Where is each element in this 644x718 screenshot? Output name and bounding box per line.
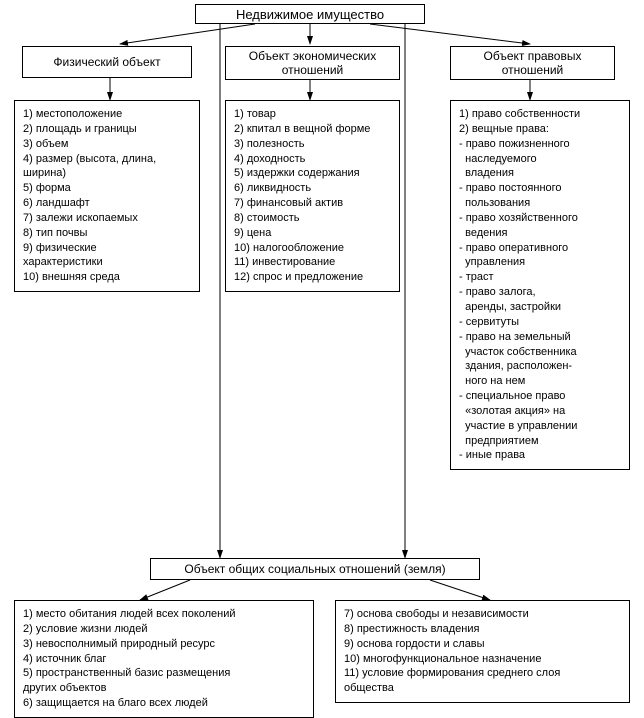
- list-item: 6) защищается на благо всех людей: [23, 696, 305, 711]
- list-economic: 1) товар2) кпитал в вещной форме3) полез…: [225, 100, 400, 292]
- list-item: - специальное право «золотая акция» на у…: [459, 389, 621, 448]
- header-legal: Объект правовых отношений: [450, 46, 615, 80]
- list-item: 8) стоимость: [234, 211, 391, 226]
- list-item: 10) внешняя среда: [23, 270, 191, 285]
- list-item: 1) право собственности: [459, 107, 621, 122]
- list-item: 11) условие формирования среднего слоя о…: [344, 666, 621, 696]
- list-item: 11) инвестирование: [234, 255, 391, 270]
- list-item: 10) многофункциональное назначение: [344, 652, 621, 667]
- root-box: Недвижимое имущество: [195, 4, 425, 24]
- list-item: - траст: [459, 270, 621, 285]
- list-item: 1) товар: [234, 107, 391, 122]
- header-social: Объект общих социальных отношений (земля…: [150, 558, 480, 580]
- list-item: 12) спрос и предложение: [234, 270, 391, 285]
- list-item: 6) ликвидность: [234, 181, 391, 196]
- list-item: 9) физические характеристики: [23, 241, 191, 271]
- list-item: 7) залежи ископаемых: [23, 211, 191, 226]
- list-item: 7) финансовый актив: [234, 196, 391, 211]
- list-item: 10) налогообложение: [234, 241, 391, 256]
- list-item: 1) местоположение: [23, 107, 191, 122]
- list-item: - право пожизненного наследуемого владен…: [459, 137, 621, 182]
- list-item: 2) условие жизни людей: [23, 622, 305, 637]
- list-item: 4) доходность: [234, 152, 391, 167]
- list-item: 9) цена: [234, 226, 391, 241]
- list-item: 8) престижность владения: [344, 622, 621, 637]
- list-item: - сервитуты: [459, 315, 621, 330]
- list-item: 1) место обитания людей всех поколений: [23, 607, 305, 622]
- header-social-label: Объект общих социальных отношений (земля…: [184, 562, 445, 576]
- list-item: 3) объем: [23, 137, 191, 152]
- list-item: 2) вещные права:: [459, 122, 621, 137]
- list-item: 8) тип почвы: [23, 226, 191, 241]
- list-item: - право постоянного пользования: [459, 181, 621, 211]
- header-physical-label: Физический объект: [53, 55, 160, 69]
- list-item: 2) площадь и границы: [23, 122, 191, 137]
- list-item: 4) размер (высота, длина, ширина): [23, 152, 191, 182]
- list-item: 2) кпитал в вещной форме: [234, 122, 391, 137]
- list-item: 4) источник благ: [23, 652, 305, 667]
- list-item: 9) основа гордости и славы: [344, 637, 621, 652]
- list-item: 3) полезность: [234, 137, 391, 152]
- header-economic-label: Объект экономических отношений: [249, 49, 377, 77]
- list-item: 5) пространственный базис размещения дру…: [23, 666, 305, 696]
- list-social-left: 1) место обитания людей всех поколений2)…: [14, 600, 314, 718]
- list-item: - право на земельный участок собственник…: [459, 330, 621, 389]
- list-item: 5) издержки содержания: [234, 166, 391, 181]
- list-item: 5) форма: [23, 181, 191, 196]
- list-item: 6) ландшафт: [23, 196, 191, 211]
- list-item: 3) невосполнимый природный ресурс: [23, 637, 305, 652]
- header-physical: Физический объект: [22, 46, 192, 78]
- list-item: - право оперативного управления: [459, 241, 621, 271]
- list-item: - право хозяйственного ведения: [459, 211, 621, 241]
- header-legal-label: Объект правовых отношений: [484, 49, 582, 77]
- list-item: - право залога, аренды, застройки: [459, 285, 621, 315]
- list-item: 7) основа свободы и независимости: [344, 607, 621, 622]
- header-economic: Объект экономических отношений: [225, 46, 400, 80]
- root-label: Недвижимое имущество: [236, 7, 384, 22]
- list-legal: 1) право собственности2) вещные права:- …: [450, 100, 630, 470]
- list-social-right: 7) основа свободы и независимости8) прес…: [335, 600, 630, 703]
- list-physical: 1) местоположение2) площадь и границы3) …: [14, 100, 200, 292]
- list-item: - иные права: [459, 448, 621, 463]
